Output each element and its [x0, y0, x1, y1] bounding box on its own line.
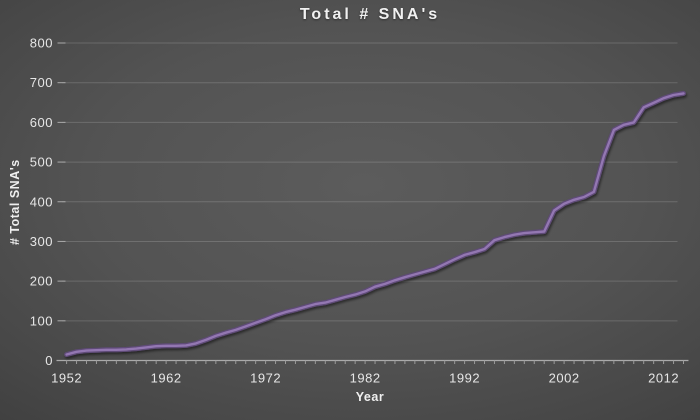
y-tick-label: 100	[30, 313, 53, 328]
series-line-total-snas	[65, 92, 685, 356]
series-line-total-snas-outer	[64, 90, 686, 357]
y-tick-label: 200	[30, 274, 53, 289]
y-tick-label: 0	[45, 353, 53, 368]
x-tick-label: 1982	[350, 371, 381, 386]
y-tick-label: 400	[30, 194, 53, 209]
x-tick-label: 2002	[549, 371, 580, 386]
x-tick-label: 1952	[51, 371, 82, 386]
y-tick-label: 800	[30, 36, 53, 51]
x-tick-label: 1972	[250, 371, 281, 386]
x-tick-label: 1992	[449, 371, 480, 386]
y-tick-label: 300	[30, 234, 53, 249]
chart-title: Total # SNA's	[299, 6, 441, 23]
x-axis-title: Year	[355, 390, 385, 404]
y-tick-label: 500	[30, 155, 53, 170]
x-tick-label: 2012	[648, 371, 679, 386]
y-tick-label: 600	[30, 115, 53, 130]
y-tick-label: 700	[30, 75, 53, 90]
x-tick-label: 1962	[151, 371, 182, 386]
